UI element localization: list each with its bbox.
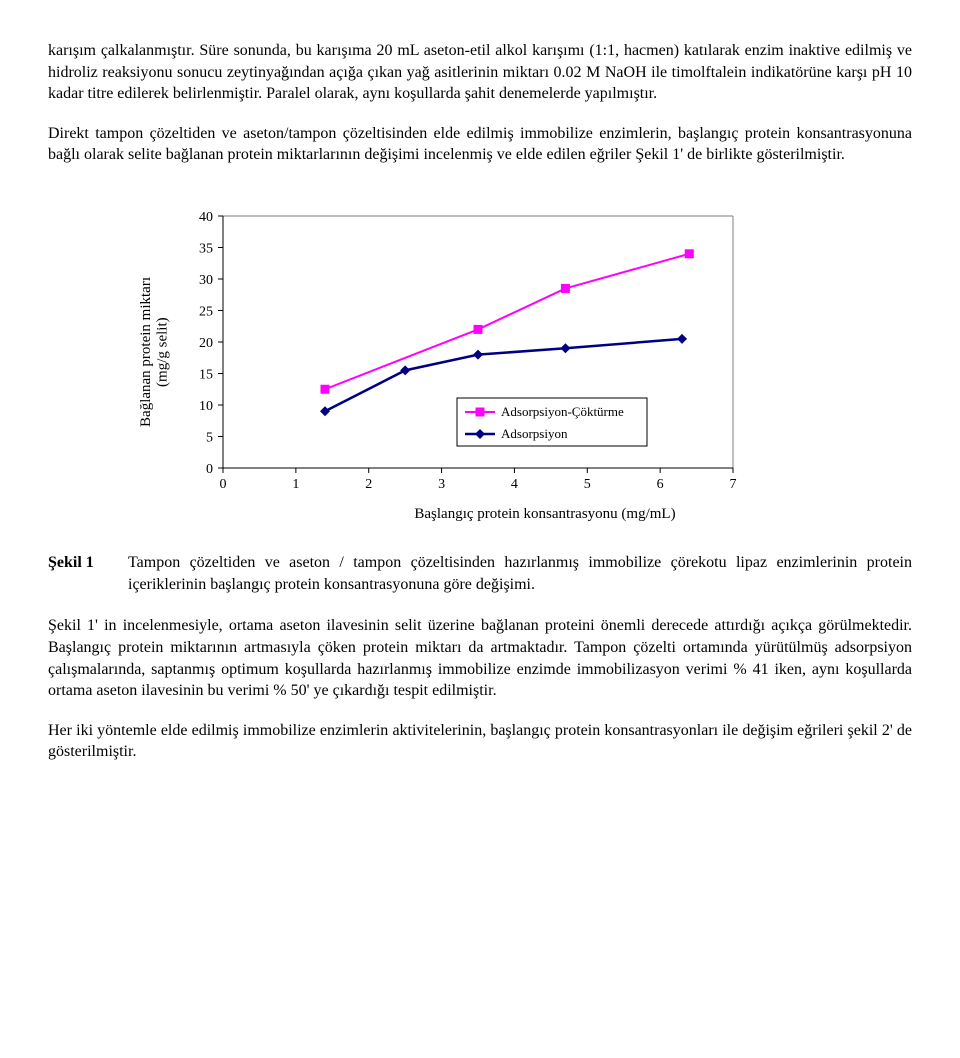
svg-text:35: 35 bbox=[199, 241, 213, 256]
paragraph-4: Her iki yöntemle elde edilmiş immobilize… bbox=[48, 720, 912, 763]
svg-text:0: 0 bbox=[220, 477, 227, 492]
svg-text:5: 5 bbox=[206, 430, 213, 445]
chart-svg: 0 5 10 15 20 25 30 35 40 0 1 2 3 4 5 6 7 Adsorpsiyon-Çökt… bbox=[177, 202, 747, 502]
paragraph-2: Direkt tampon çözeltiden ve aseton/tampo… bbox=[48, 123, 912, 166]
paragraph-3: Şekil 1' in incelenmesiyle, ortama aseto… bbox=[48, 615, 912, 701]
svg-text:Adsorpsiyon: Adsorpsiyon bbox=[501, 426, 568, 441]
svg-text:5: 5 bbox=[584, 477, 591, 492]
svg-text:30: 30 bbox=[199, 273, 213, 288]
svg-text:10: 10 bbox=[199, 399, 213, 414]
svg-text:20: 20 bbox=[199, 336, 213, 351]
svg-text:3: 3 bbox=[438, 477, 445, 492]
svg-text:40: 40 bbox=[199, 210, 213, 225]
svg-text:Adsorpsiyon-Çöktürme: Adsorpsiyon-Çöktürme bbox=[501, 404, 624, 419]
svg-text:6: 6 bbox=[657, 477, 664, 492]
svg-text:0: 0 bbox=[206, 462, 213, 477]
svg-text:15: 15 bbox=[199, 367, 213, 382]
figure-1-chart: Bağlanan protein miktarı (mg/g selit) 0 5… bbox=[138, 202, 912, 524]
paragraph-1: karışım çalkalanmıştır. Süre sonunda, bu… bbox=[48, 40, 912, 105]
x-axis-label: Başlangıç protein konsantrasyonu (mg/mL) bbox=[178, 504, 912, 524]
svg-text:2: 2 bbox=[365, 477, 372, 492]
y-axis-label: Bağlanan protein miktarı (mg/g selit) bbox=[138, 277, 171, 427]
figure-caption-text: Tampon çözeltiden ve aseton / tampon çöz… bbox=[128, 552, 912, 595]
svg-text:25: 25 bbox=[199, 304, 213, 319]
figure-label: Şekil 1 bbox=[48, 552, 128, 595]
svg-text:7: 7 bbox=[730, 477, 737, 492]
svg-text:1: 1 bbox=[292, 477, 299, 492]
svg-text:4: 4 bbox=[511, 477, 518, 492]
figure-1-caption: Şekil 1 Tampon çözeltiden ve aseton / ta… bbox=[48, 552, 912, 595]
